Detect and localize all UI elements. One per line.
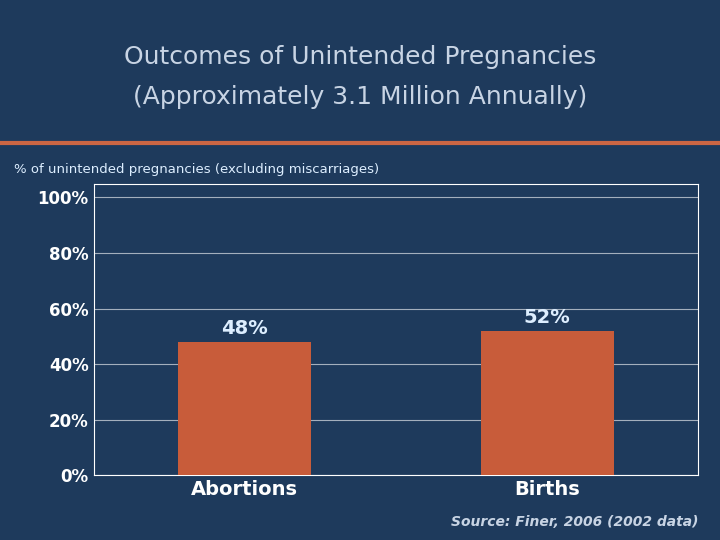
Bar (481, 331, 613, 475)
Text: 48%: 48% (222, 319, 268, 338)
Bar (179, 342, 311, 475)
Text: (Approximately 3.1 Million Annually): (Approximately 3.1 Million Annually) (133, 85, 587, 109)
Text: 52%: 52% (524, 308, 570, 327)
Text: Outcomes of Unintended Pregnancies: Outcomes of Unintended Pregnancies (124, 45, 596, 69)
Text: Source: Finer, 2006 (2002 data): Source: Finer, 2006 (2002 data) (451, 515, 698, 529)
Text: % of unintended pregnancies (excluding miscarriages): % of unintended pregnancies (excluding m… (14, 163, 379, 176)
